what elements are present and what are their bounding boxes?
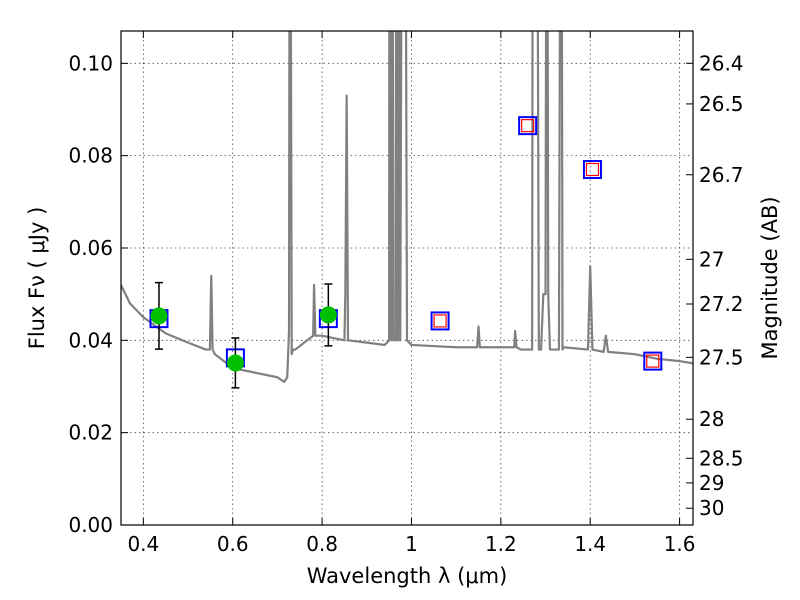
- model-spectrum-line: [121, 31, 693, 383]
- y-tick-label: 0.06: [68, 236, 113, 260]
- x-tick-label: 0.6: [217, 532, 249, 556]
- plot-frame: [120, 30, 694, 526]
- x-tick-label: 1.2: [485, 532, 517, 556]
- observed-point: [150, 307, 168, 325]
- x-tick-label: 0.8: [306, 532, 338, 556]
- ticks-layer: 0.4 0.6 0.8 1 1.2 1.4 1.6 0.00 0.02 0.04 0.06 0.08 0…: [68, 31, 744, 556]
- mag-tick-label: 26.7: [699, 163, 744, 187]
- model-photometry-inner-square: [433, 314, 447, 328]
- mag-tick-label: 27.5: [699, 345, 744, 369]
- y-tick-label: 0.04: [68, 328, 113, 352]
- mag-tick-label: 29: [699, 471, 724, 495]
- mag-tick-label: 27: [699, 247, 724, 271]
- model-photometry-square: [643, 351, 663, 371]
- y-tick-label: 0.10: [68, 51, 113, 75]
- x-axis-label: Wavelength λ (μm): [307, 564, 508, 588]
- x-tick-label: 0.4: [127, 532, 159, 556]
- observed-point: [226, 354, 244, 372]
- y-tick-label: 0.08: [68, 144, 113, 168]
- mag-tick-label: 28: [699, 407, 724, 431]
- model-photometry-inner-square: [585, 162, 600, 177]
- mag-tick-label: 28.5: [699, 446, 744, 470]
- y2-axis-label: Magnitude (AB): [758, 196, 782, 359]
- mag-tick-label: 30: [699, 496, 724, 520]
- mag-tick-label: 26.5: [699, 92, 744, 116]
- model-photometry-square: [430, 311, 450, 331]
- y-tick-label: 0.02: [68, 421, 113, 445]
- observed-photometry-layer: [150, 281, 337, 389]
- observed-point: [319, 306, 337, 324]
- x-tick-label: 1.4: [574, 532, 606, 556]
- mag-tick-label: 27.2: [699, 292, 744, 316]
- model-photometry-square: [518, 116, 538, 136]
- y-tick-label: 0.00: [68, 513, 113, 537]
- x-tick-label: 1.6: [664, 532, 696, 556]
- model-photometry-inner-square: [646, 354, 660, 368]
- model-photometry-square: [582, 160, 602, 180]
- y-axis-label: Flux Fν ( μJy ): [25, 207, 49, 350]
- model-photometry-inner-square: [521, 119, 535, 133]
- x-tick-label: 1: [405, 532, 418, 556]
- model-spectrum-layer: [121, 31, 693, 383]
- mag-tick-label: 26.4: [699, 51, 744, 75]
